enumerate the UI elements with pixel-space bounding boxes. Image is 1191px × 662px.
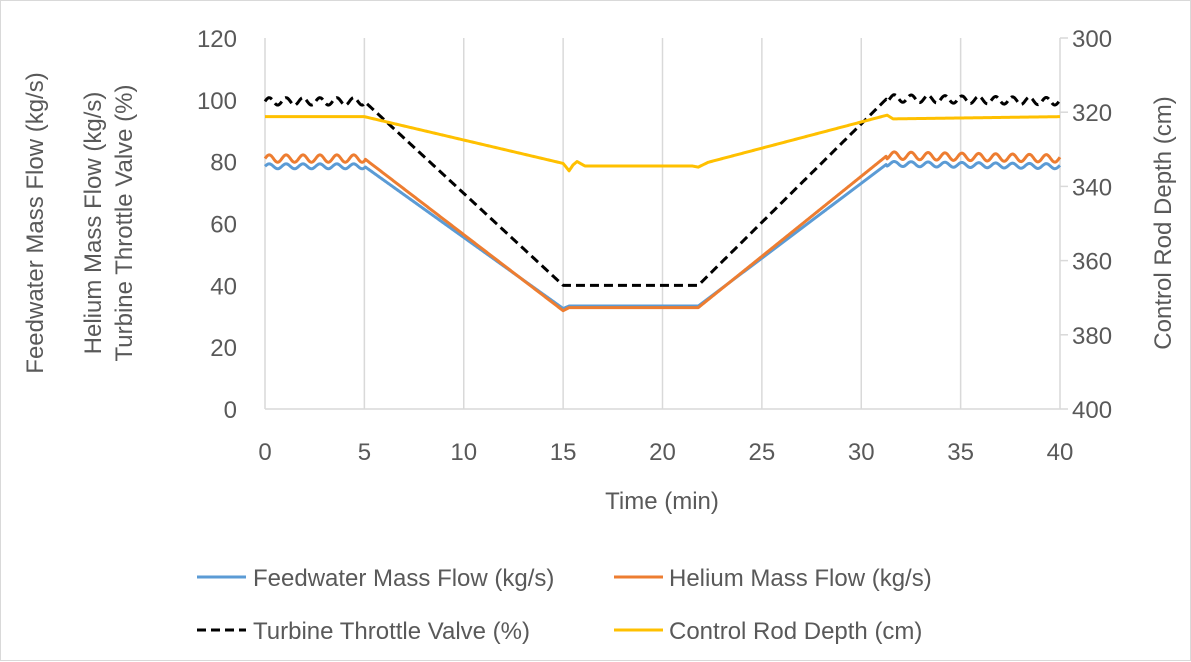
turbine-throttle-line <box>263 93 1062 287</box>
legend-item-helium: Helium Mass Flow (kg/s) <box>614 565 932 592</box>
x-tick-label: 30 <box>848 439 875 466</box>
legend-item-throttle: Turbine Throttle Valve (%) <box>197 618 530 645</box>
x-tick-labels: 0 5 10 15 20 25 30 35 40 <box>258 439 1073 466</box>
left-y-tick-label: 40 <box>210 273 237 300</box>
x-tick-label: 10 <box>450 439 477 466</box>
right-y-tick-label: 360 <box>1072 249 1112 276</box>
left-y-axis-title-line-3: Turbine Throttle Valve (%) <box>111 85 138 362</box>
right-y-tick-labels: 300 320 340 360 380 400 <box>1060 26 1112 424</box>
right-y-tick-label: 400 <box>1072 397 1112 424</box>
right-y-tick-label: 320 <box>1072 100 1112 127</box>
legend-item-control-rod: Control Rod Depth (cm) <box>614 618 922 645</box>
legend: Feedwater Mass Flow (kg/s) Helium Mass F… <box>197 565 932 645</box>
left-y-axis-title-line-2: Helium Mass Flow (kg/s) <box>80 92 107 355</box>
left-y-tick-labels: 0 20 40 60 80 100 120 <box>197 26 237 424</box>
legend-label-control-rod: Control Rod Depth (cm) <box>669 618 922 645</box>
legend-label-throttle: Turbine Throttle Valve (%) <box>253 618 530 645</box>
x-tick-label: 25 <box>749 439 776 466</box>
left-y-tick-label: 0 <box>224 397 237 424</box>
x-tick-label: 35 <box>947 439 974 466</box>
legend-label-feedwater: Feedwater Mass Flow (kg/s) <box>253 565 554 592</box>
left-y-tick-label: 80 <box>210 150 237 177</box>
left-y-tick-label: 60 <box>210 212 237 239</box>
feedwater-line <box>263 159 1061 311</box>
x-tick-label: 15 <box>550 439 577 466</box>
right-y-tick-label: 380 <box>1072 323 1112 350</box>
left-y-axis-title-line-1: Feedwater Mass Flow (kg/s) <box>22 72 49 373</box>
right-y-axis-title: Control Rod Depth (cm) <box>1150 96 1177 349</box>
series-lines <box>263 93 1062 313</box>
left-y-tick-label: 20 <box>210 335 237 362</box>
legend-label-helium: Helium Mass Flow (kg/s) <box>669 565 932 592</box>
gridlines <box>264 38 1061 409</box>
left-y-axis-title: Feedwater Mass Flow (kg/s) <box>22 72 49 373</box>
x-tick-label: 0 <box>258 439 271 466</box>
legend-item-feedwater: Feedwater Mass Flow (kg/s) <box>197 565 554 592</box>
right-y-tick-label: 340 <box>1072 174 1112 201</box>
x-tick-label: 20 <box>649 439 676 466</box>
right-y-tick-label: 300 <box>1072 26 1112 53</box>
x-tick-label: 5 <box>358 439 371 466</box>
left-y-tick-label: 100 <box>197 88 237 115</box>
helium-line <box>263 150 1062 313</box>
x-tick-label: 40 <box>1047 439 1074 466</box>
x-axis-title: Time (min) <box>605 488 719 515</box>
control-rod-line <box>264 113 1061 173</box>
left-y-tick-label: 120 <box>197 26 237 53</box>
